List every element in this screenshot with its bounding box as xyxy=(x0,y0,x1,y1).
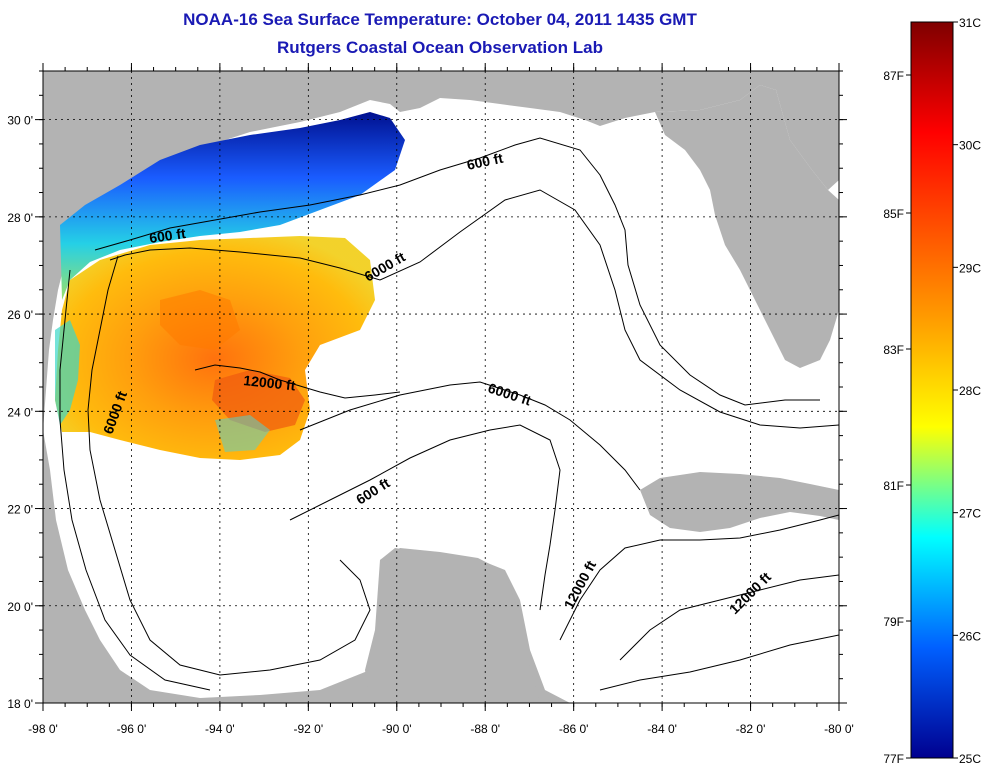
sst-hotspot xyxy=(212,370,305,432)
colorbar-celsius-label: 26C xyxy=(959,629,981,643)
colorbar-fahrenheit-label: 87F xyxy=(883,69,904,83)
latitude-label: 24 0' xyxy=(7,405,33,419)
longitude-label: -88 0' xyxy=(470,722,500,736)
colorbar-fahrenheit-label: 77F xyxy=(883,752,904,766)
colorbar-celsius-label: 30C xyxy=(959,139,981,153)
colorbar-celsius-label: 31C xyxy=(959,16,981,30)
colorbar-celsius-label: 29C xyxy=(959,261,981,275)
colorbar-fahrenheit-labels: 87F 85F 83F 81F 79F 77F xyxy=(883,69,911,766)
land-yucatan xyxy=(365,548,540,703)
contour-label: 12000 ft xyxy=(243,372,297,393)
sst-swath-westshelf-cool xyxy=(55,320,80,425)
colorbar-celsius-label: 28C xyxy=(959,384,981,398)
longitude-labels: -98 0' -96 0' -94 0' -92 0' -90 0' -88 0' -86 … xyxy=(28,722,854,736)
latitude-label: 18 0' xyxy=(7,697,33,711)
latitude-label: 30 0' xyxy=(7,114,33,128)
sst-cool-patch xyxy=(215,415,270,452)
colorbar-fahrenheit-label: 83F xyxy=(883,343,904,357)
contour-6000ft-west xyxy=(87,255,371,676)
land-us-mainland xyxy=(43,71,839,430)
latitude-labels: 18 0' 20 0' 22 0' 24 0' 26 0' 28 0' 30 0' xyxy=(7,114,33,711)
land-cuba xyxy=(640,472,839,532)
contour-label: 600 ft xyxy=(465,150,504,173)
contour-cayman xyxy=(599,634,839,691)
longitude-label: -96 0' xyxy=(117,722,147,736)
frame-ticks xyxy=(35,63,847,711)
map-title: NOAA-16 Sea Surface Temperature: October… xyxy=(183,10,697,29)
graticule xyxy=(43,71,839,703)
longitude-label: -84 0' xyxy=(647,722,677,736)
contour-12000ft-caribbean-2 xyxy=(619,574,839,661)
longitude-label: -90 0' xyxy=(382,722,412,736)
longitude-label: -92 0' xyxy=(294,722,324,736)
contour-label: 600 ft xyxy=(148,225,187,246)
contour-600ft-west xyxy=(59,269,211,691)
land-florida xyxy=(655,85,839,368)
latitude-label: 20 0' xyxy=(7,600,33,614)
contour-6000ft-south xyxy=(299,381,641,491)
longitude-label: -98 0' xyxy=(28,722,58,736)
map-subtitle: Rutgers Coastal Ocean Observation Lab xyxy=(277,38,603,57)
colorbar-celsius-label: 27C xyxy=(959,507,981,521)
contour-12000ft-caribbean xyxy=(559,514,839,641)
sst-swath-coastal-cool xyxy=(60,112,405,300)
contour-6000ft xyxy=(109,189,839,429)
colorbar-fahrenheit-label: 85F xyxy=(883,207,904,221)
latitude-label: 26 0' xyxy=(7,308,33,322)
colorbar-fahrenheit-label: 79F xyxy=(883,615,904,629)
longitude-label: -94 0' xyxy=(205,722,235,736)
contour-12000ft-center xyxy=(194,364,401,399)
colorbar-celsius-labels: 31C 30C 29C 28C 27C 26C 25C xyxy=(953,16,981,766)
colorbar xyxy=(910,21,954,759)
longitude-label: -80 0' xyxy=(824,722,854,736)
latitude-label: 22 0' xyxy=(7,503,33,517)
latitude-label: 28 0' xyxy=(7,211,33,225)
colorbar-fahrenheit-label: 81F xyxy=(883,479,904,493)
colorbar-celsius-label: 25C xyxy=(959,752,981,766)
longitude-label: -82 0' xyxy=(736,722,766,736)
contour-600ft-south xyxy=(289,424,561,611)
contour-600ft-north xyxy=(94,137,820,406)
longitude-label: -86 0' xyxy=(559,722,589,736)
